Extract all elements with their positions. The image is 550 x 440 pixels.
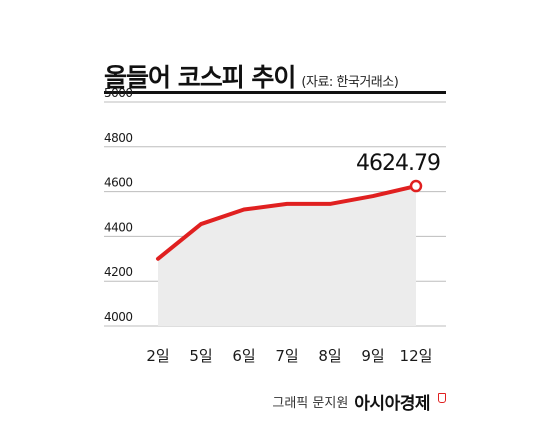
series-line xyxy=(156,184,418,261)
x-tick-label: 6일 xyxy=(232,347,255,365)
markers: 4624.79 xyxy=(356,151,441,193)
area-shape xyxy=(158,186,416,326)
y-tick-label: 4600 xyxy=(104,176,133,190)
brand-logo: 아시아경제 xyxy=(354,394,430,414)
title-rule xyxy=(104,91,446,94)
y-tick-label: 4800 xyxy=(104,131,133,145)
title-text: 올들어 코스피 추이 xyxy=(104,63,296,92)
end-point-marker xyxy=(409,179,423,193)
x-tick-label: 7일 xyxy=(275,347,298,365)
y-tick-label: 4400 xyxy=(104,220,133,234)
value-annotation: 4624.79 xyxy=(356,151,440,176)
x-axis-ticks: 2일 5일 6일 7일 8일 9일 12일 xyxy=(146,347,432,365)
x-tick-label: 8일 xyxy=(318,347,341,365)
brand-mark-icon xyxy=(438,392,446,403)
credit-text: 그래픽 문지원 xyxy=(272,396,349,411)
y-tick-label: 4000 xyxy=(104,310,133,324)
source-note: (자료: 한국거래소) xyxy=(301,75,399,90)
x-tick-label: 2일 xyxy=(146,347,169,365)
area-fill xyxy=(158,186,416,326)
x-tick-label: 12일 xyxy=(400,347,433,365)
y-axis-ticks: 4000 4200 4400 4600 4800 5000 xyxy=(104,86,133,324)
y-tick-label: 4200 xyxy=(104,265,133,279)
chart-title: 올들어 코스피 추이 (자료: 한국거래소) xyxy=(104,58,399,94)
x-tick-label: 5일 xyxy=(189,347,212,365)
credit: 그래픽 문지원 아시아경제 xyxy=(272,389,446,414)
series-line-path xyxy=(156,184,418,261)
y-tick-label: 5000 xyxy=(104,86,133,100)
x-tick-label: 9일 xyxy=(361,347,384,365)
